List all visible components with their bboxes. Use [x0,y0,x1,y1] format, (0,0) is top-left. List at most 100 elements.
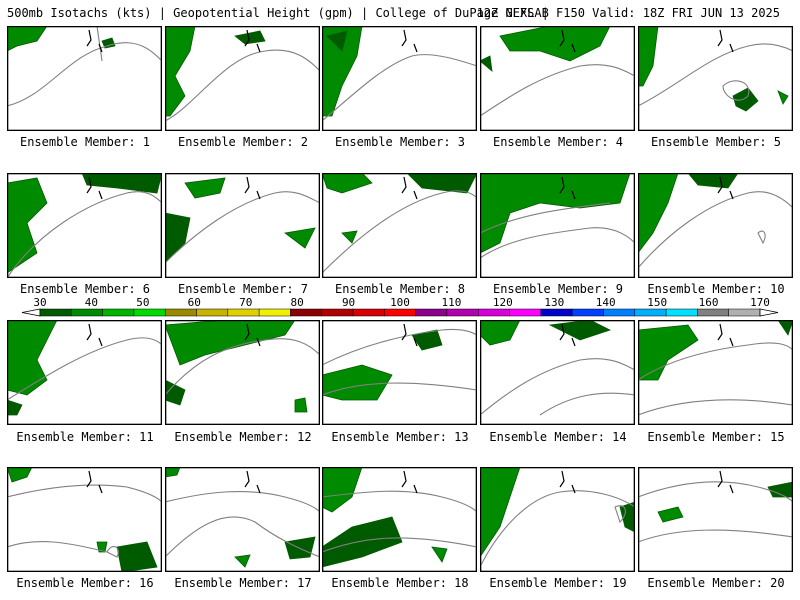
height-contour [480,202,611,234]
height-contour [614,505,626,524]
colorbar-swatch [446,308,479,317]
member-caption: Ensemble Member: 4 [492,135,624,149]
height-contour [722,80,750,101]
height-contour [7,541,108,553]
isotach-fill [322,364,393,401]
height-contour [638,481,793,503]
isotach-fill [431,546,448,563]
colorbar-swatch [478,308,510,317]
colorbar-swatch [71,308,103,317]
isotach-fill [7,399,23,416]
isotach-fill [638,26,659,87]
height-contour [638,529,793,543]
colorbar-swatch [571,308,604,317]
colorbar-tick-label: 90 [341,296,356,309]
colorbar-swatch [133,308,166,317]
colorbar-tick-label: 70 [239,296,253,309]
height-contour [480,358,635,416]
isotach-fill [499,26,611,62]
ensemble-member-panel [322,320,477,425]
height-contour [7,42,162,107]
ensemble-member-panel [7,26,162,131]
colorbar-tick-label: 100 [390,296,410,309]
coastline-marker [401,470,418,494]
ensemble-member-panel [322,173,477,278]
colorbar-tick-label: 40 [84,296,99,309]
colorbar-right-arrow [759,308,779,317]
member-caption: Ensemble Member: 16 [16,576,154,590]
member-caption: Ensemble Member: 1 [19,135,151,149]
member-caption: Ensemble Member: 14 [489,430,627,444]
colorbar-tick-label: 60 [187,296,201,309]
coastline-marker [401,176,418,200]
coastline-marker [86,29,103,53]
ensemble-member-panel [7,320,162,425]
coastline-marker [559,29,576,53]
ensemble-member-panel [480,467,635,572]
colorbar-swatch [196,308,229,317]
isotach-fill [322,26,363,117]
member-caption: Ensemble Member: 17 [174,576,312,590]
isotach-fill [234,30,266,45]
coastline-marker [244,470,261,494]
coastline-marker [86,323,103,347]
member-map [322,320,477,425]
isotach-fill [184,177,226,199]
member-map [7,467,162,572]
isotach-fill [101,37,116,49]
height-contour [322,382,477,396]
member-caption: Ensemble Member: 20 [647,576,785,590]
ensemble-member-panel [480,320,635,425]
coastline-marker [401,29,418,53]
coastline-marker [244,176,261,200]
member-caption: Ensemble Member: 18 [331,576,469,590]
member-map [638,26,793,131]
colorbar-tick-label: 170 [750,296,770,309]
height-contour [480,64,635,117]
member-map [7,26,162,131]
member-map [165,320,320,425]
coastline-marker [717,29,734,53]
member-map [7,320,162,425]
coastline-marker [86,176,103,200]
isotach-fill [480,467,521,558]
member-caption: Ensemble Member: 2 [177,135,309,149]
isotach-fill [322,173,373,194]
ensemble-member-panel [322,467,477,572]
member-map [480,320,635,425]
height-contour [480,227,635,259]
isotach-fill [687,173,739,189]
height-contour [96,26,103,62]
colorbar-tick-label: 130 [544,296,565,309]
ensemble-member-panel [480,173,635,278]
height-contour [322,490,477,513]
member-caption: Ensemble Member: 5 [650,135,782,149]
colorbar-swatch [352,308,385,317]
height-contour [638,191,793,269]
member-map [7,173,162,278]
ensemble-member-panel [7,173,162,278]
member-map [322,467,477,572]
isotach-fill [165,379,186,406]
colorbar-swatch [415,308,448,317]
isotach-fill [165,212,191,264]
height-contour [322,537,477,553]
colorbar-left-arrow [21,308,41,317]
isotach-fill [480,173,631,254]
isotach-fill [777,90,789,105]
member-caption: Ensemble Member: 10 [647,282,785,296]
coastline-marker [401,323,418,347]
ensemble-member-panel [322,26,477,131]
member-caption: Ensemble Member: 19 [489,576,627,590]
member-map [165,26,320,131]
height-contour [7,337,162,401]
isotach-fill [480,55,493,72]
height-contour [638,342,793,381]
height-contour [165,491,320,513]
ensemble-member-panel [638,173,793,278]
height-contour [638,399,793,416]
colorbar-tick-label: 160 [698,296,719,309]
height-contour [480,490,635,568]
colorbar-tick-label: 120 [492,296,513,309]
colorbar-tick-label: 50 [136,296,150,309]
